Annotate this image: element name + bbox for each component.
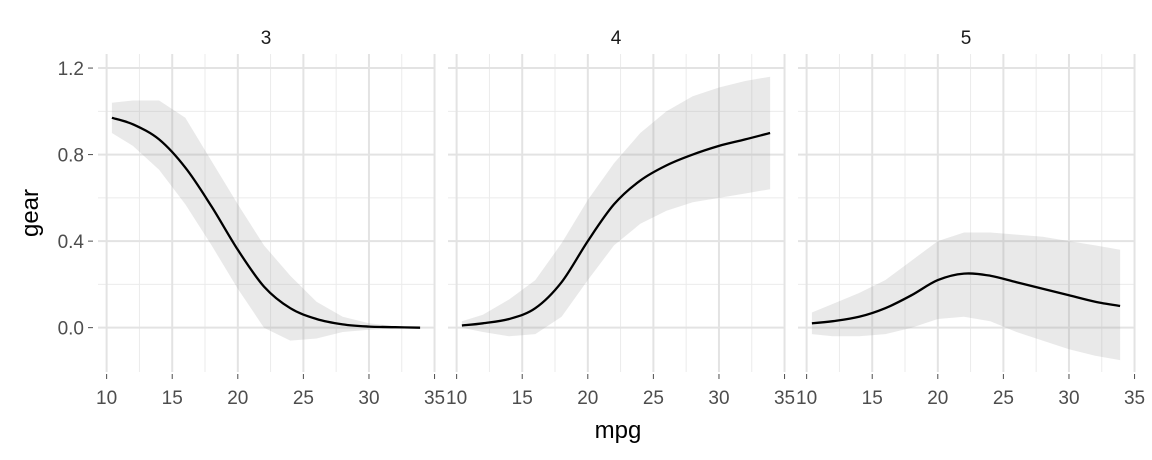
x-tick-label: 10 xyxy=(96,388,117,409)
y-axis-title: gear xyxy=(17,189,44,237)
x-tick-label: 10 xyxy=(446,388,467,409)
y-tick-label: 1.2 xyxy=(58,59,84,80)
x-tick-label: 15 xyxy=(862,388,883,409)
x-tick-label: 35 xyxy=(774,388,795,409)
confidence-band xyxy=(111,100,421,341)
x-axis-title: mpg xyxy=(595,417,642,444)
x-tick-label: 25 xyxy=(643,388,664,409)
x-tick-label: 20 xyxy=(577,388,598,409)
x-tick-label: 10 xyxy=(796,388,817,409)
x-tick-label: 25 xyxy=(293,388,314,409)
y-tick-label: 0.8 xyxy=(58,146,84,167)
y-axis: 0.0 0.4 0.8 1.2 xyxy=(58,59,93,340)
x-tick-label: 30 xyxy=(358,388,379,409)
x-tick-label: 30 xyxy=(1058,388,1079,409)
x-tick-label: 35 xyxy=(1124,388,1145,409)
x-tick-label: 25 xyxy=(993,388,1014,409)
facet-strip-label: 3 xyxy=(261,28,272,49)
x-tick-label: 35 xyxy=(424,388,445,409)
x-tick-label: 30 xyxy=(708,388,729,409)
confidence-band xyxy=(461,76,771,337)
y-tick-label: 0.4 xyxy=(58,232,85,253)
facet-panel-5: 5 10 15 20 25 30 35 xyxy=(796,28,1145,409)
x-tick-label: 20 xyxy=(927,388,948,409)
facet-strip-label: 4 xyxy=(611,28,622,49)
x-tick-label: 20 xyxy=(227,388,248,409)
x-tick-label: 15 xyxy=(512,388,533,409)
y-tick-label: 0.0 xyxy=(58,319,84,340)
fitted-line xyxy=(461,131,771,327)
facet-panel-4: 4 10 15 20 25 30 35 xyxy=(446,28,795,409)
facet-panel-3: 3 10 15 20 25 30 35 xyxy=(96,28,445,409)
facet-panels: 3 10 15 20 25 30 35 4 10 15 20 25 30 35 5 10 15 20 25 30 35 xyxy=(96,28,1145,409)
fitted-line xyxy=(811,272,1121,325)
confidence-band xyxy=(811,232,1121,361)
fitted-line xyxy=(111,116,421,329)
facet-strip-label: 5 xyxy=(961,28,972,49)
x-tick-label: 15 xyxy=(162,388,183,409)
